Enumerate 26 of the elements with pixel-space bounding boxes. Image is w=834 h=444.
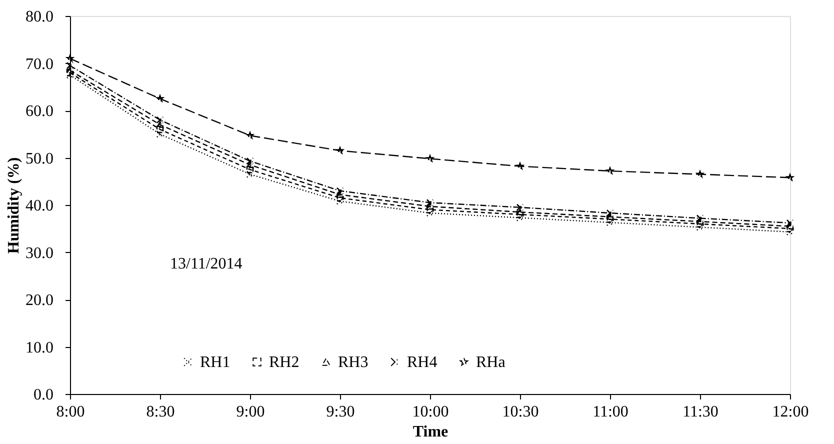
y-tick-label: 70.0 xyxy=(26,56,54,73)
legend-label: RH1 xyxy=(200,354,230,371)
legend-label: RH3 xyxy=(338,354,368,371)
y-axis-title: Humidity (%) xyxy=(6,157,22,254)
x-tick-label: 8:30 xyxy=(146,404,175,420)
x-tick-label: 11:30 xyxy=(682,404,718,420)
x-tick-label: 9:30 xyxy=(326,404,355,420)
legend-label: RH4 xyxy=(407,354,438,371)
y-tick-label: 60.0 xyxy=(26,103,54,120)
x-tick-label: 9:00 xyxy=(236,404,265,420)
x-axis-title: Time xyxy=(412,424,448,440)
y-tick-label: 10.0 xyxy=(26,339,54,356)
y-tick-label: 80.0 xyxy=(26,8,54,26)
y-tick-label: 50.0 xyxy=(26,150,54,168)
y-tick-label: 20.0 xyxy=(26,292,54,309)
y-tick-label: 40.0 xyxy=(26,198,54,214)
legend-label: RH2 xyxy=(269,354,300,371)
x-tick-label: 10:30 xyxy=(502,404,539,420)
x-tick-label: 10:00 xyxy=(412,404,449,420)
x-tick-label: 11:00 xyxy=(592,404,628,420)
y-tick-label: 0.0 xyxy=(34,386,54,404)
x-tick-label: 12:00 xyxy=(772,404,809,420)
x-tick-label: 8:00 xyxy=(56,404,85,420)
annotation: 13/11/2014 xyxy=(170,256,242,273)
legend-label: RHa xyxy=(476,354,506,371)
y-tick-label: 30.0 xyxy=(26,244,54,262)
